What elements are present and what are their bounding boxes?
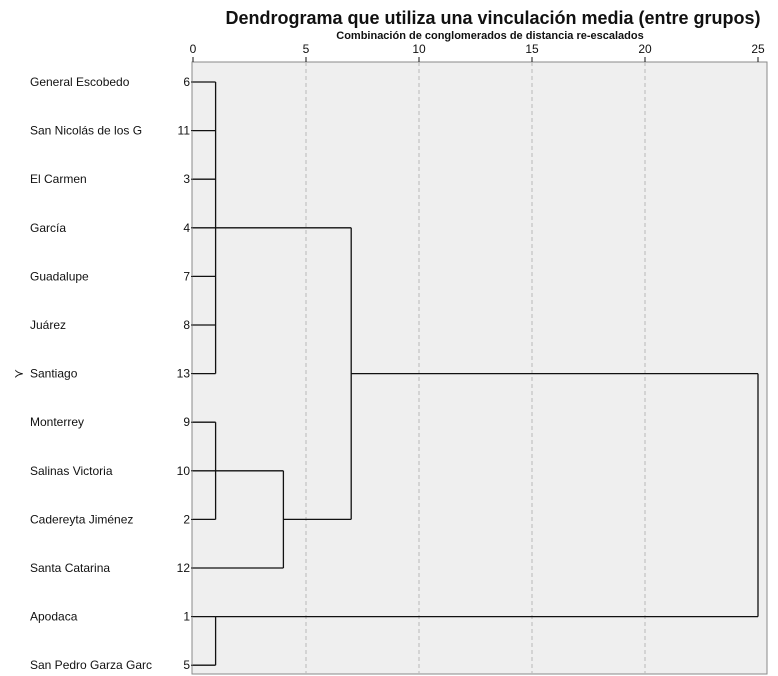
case-number: 6 [183,75,190,89]
case-number: 3 [183,172,190,186]
row-label: Guadalupe [30,269,89,283]
row-label: Monterrey [30,415,84,429]
x-tick-label: 10 [412,42,426,56]
grid-lines [305,62,646,674]
x-tick-label: 15 [525,42,539,56]
row-label: San Pedro Garza Garc [30,658,152,672]
case-number: 9 [183,415,190,429]
case-number: 10 [177,464,191,478]
case-number: 8 [183,318,190,332]
case-number: 1 [183,610,190,624]
plot-area [191,61,768,675]
row-label: Cadereyta Jiménez [30,512,133,526]
chart-subtitle: Combinación de conglomerados de distanci… [336,30,643,42]
row-label: Santiago [30,367,78,381]
x-tick-label: 20 [638,42,652,56]
row-label: San Nicolás de los G [30,124,142,138]
case-number: 5 [183,658,190,672]
row-marker: ≻ [14,367,24,381]
case-number: 7 [183,269,190,283]
case-number: 11 [178,124,191,138]
row-label: Santa Catarina [30,561,110,575]
row-label: García [30,221,66,235]
case-number: 12 [177,561,191,575]
case-number: 4 [183,221,190,235]
row-label: Juárez [30,318,66,332]
row-label: General Escobedo [30,75,130,89]
dendrogram-tree [193,81,759,666]
case-number: 13 [177,367,191,381]
row-label: El Carmen [30,172,87,186]
x-tick-label: 25 [751,42,765,56]
x-axis: 0 5 10 15 20 25 [190,42,765,62]
case-number: 2 [183,512,190,526]
x-tick-label: 5 [303,42,310,56]
row-labels: General Escobedo 6 San Nicolás de los G 11 E… [14,75,193,672]
x-tick-label: 0 [190,42,197,56]
row-label: Apodaca [30,610,78,624]
chart-title: Dendrograma que utiliza una vinculación … [225,8,760,28]
row-label: Salinas Victoria [30,464,113,478]
